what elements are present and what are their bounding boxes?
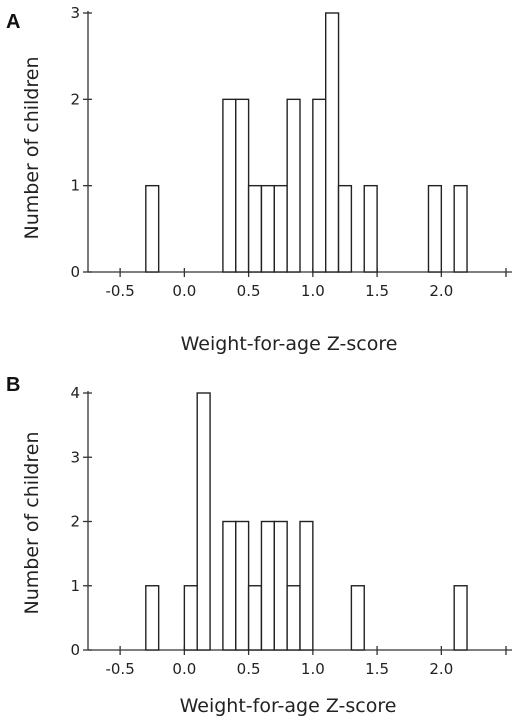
panel-b-histogram-bar xyxy=(299,520,314,651)
panel-a-x-tick-label: 0.5 xyxy=(237,282,261,300)
panel-a-histogram-bar xyxy=(453,184,468,273)
panel-a-y-tick-label: 1 xyxy=(70,177,80,195)
panel-a-label: A xyxy=(6,11,20,33)
panel-b-x-tick-label: -0.5 xyxy=(105,660,134,678)
panel-a-histogram-bar xyxy=(286,98,301,273)
panel-a-histogram-bar xyxy=(222,98,237,273)
panel-b-x-tick-label: 2.0 xyxy=(429,660,453,678)
panel-a-histogram-bar xyxy=(273,184,288,273)
panel-a-y-tick-label: 3 xyxy=(70,4,80,22)
panel-a-histogram-bar xyxy=(363,184,378,273)
panel-b-y-axis-title: Number of children xyxy=(21,432,43,615)
panel-a-y-tick-label: 0 xyxy=(70,263,80,281)
panel-b-histogram-bar xyxy=(235,520,250,651)
panel-b-histogram-bar xyxy=(453,585,468,651)
panel-a-histogram-bar xyxy=(337,184,353,273)
panel-b: B Number of children Weight-for-age Z-sc… xyxy=(6,374,512,717)
panel-b-histogram-bar xyxy=(222,520,237,651)
panel-a-y-axis-title: Number of children xyxy=(21,57,43,240)
panel-b-y-tick-label: 2 xyxy=(70,513,80,531)
panel-b-y-tick-label: 4 xyxy=(70,384,80,402)
panel-a-x-tick-label: 2.0 xyxy=(429,282,453,300)
panel-b-x-tick-label: 0.5 xyxy=(237,660,261,678)
panel-a-x-tick-label: 1.5 xyxy=(365,282,389,300)
panel-a-histogram-bar xyxy=(260,184,276,273)
panel-a-histogram-bar xyxy=(145,184,160,273)
panel-b-histogram-bar xyxy=(183,585,198,651)
panel-b-histogram-bar xyxy=(196,392,211,651)
panel-b-histogram-bar xyxy=(247,585,263,651)
panel-b-histogram-bar xyxy=(145,585,160,651)
panel-b-histogram-bar xyxy=(286,585,301,651)
panel-b-x-axis-title: Weight-for-age Z-score xyxy=(180,695,397,717)
panel-b-histogram-bar xyxy=(350,585,365,651)
panel-b-x-tick-label: 1.0 xyxy=(301,660,325,678)
panel-a-histogram-bar xyxy=(312,98,327,273)
panel-b-y-tick-label: 1 xyxy=(70,577,80,595)
panel-b-histogram-bar xyxy=(260,520,276,651)
panel-b-y-tick-label: 0 xyxy=(70,641,80,659)
panel-a-x-tick-label: 0.0 xyxy=(172,282,196,300)
panel-b-x-tick-label: 0.0 xyxy=(172,660,196,678)
panel-a-x-tick-label: -0.5 xyxy=(105,282,134,300)
panel-a-histogram-bar xyxy=(247,184,263,273)
panel-a-x-tick-label: 1.0 xyxy=(301,282,325,300)
panel-a-x-axis-title: Weight-for-age Z-score xyxy=(181,333,398,355)
panel-a: A Number of children Weight-for-age Z-sc… xyxy=(6,4,512,355)
panel-b-y-tick-label: 3 xyxy=(70,448,80,466)
panel-b-histogram-bar xyxy=(273,520,288,651)
panel-b-label: B xyxy=(6,374,20,396)
panel-a-histogram-bar xyxy=(427,184,443,273)
panel-a-y-tick-label: 2 xyxy=(70,90,80,108)
panel-b-plot-area: 0 1 2 3 4 -0.5 0.0 0.5 1.0 1.5 2.0 xyxy=(70,384,512,678)
panel-b-x-tick-label: 1.5 xyxy=(365,660,389,678)
panel-a-histogram-bar xyxy=(324,12,340,273)
panel-a-plot-area: 0 1 2 3 -0.5 0.0 0.5 1.0 1.5 2.0 xyxy=(70,4,512,300)
panel-a-histogram-bar xyxy=(235,98,250,273)
